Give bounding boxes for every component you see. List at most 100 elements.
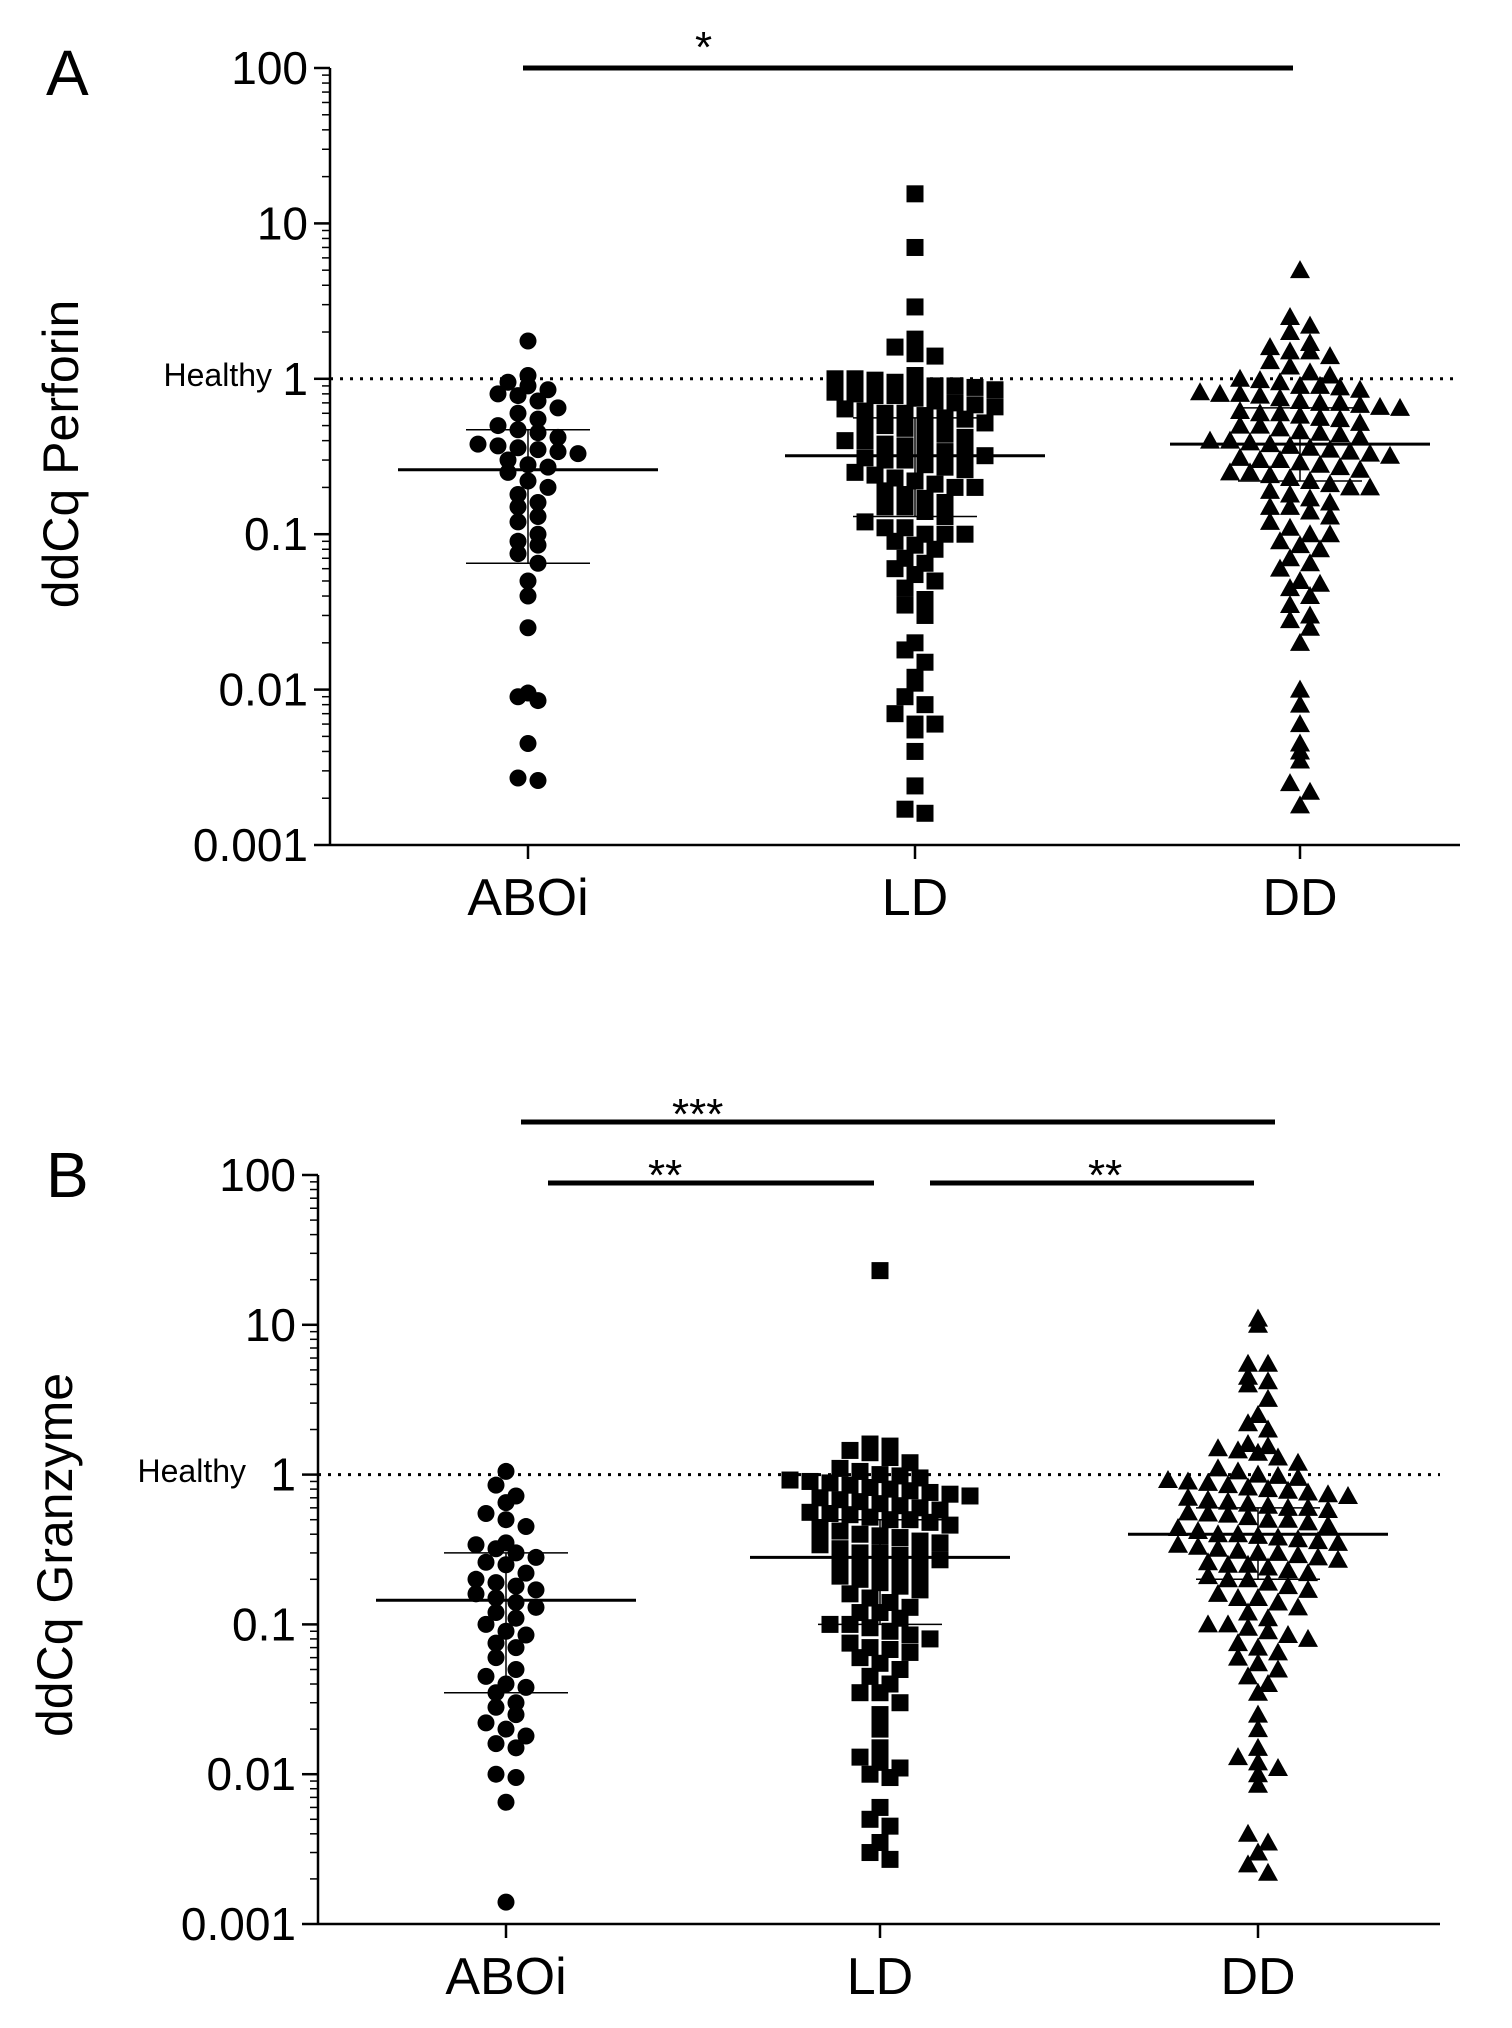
data-point-square	[896, 437, 914, 455]
y-tick-label: 0.001	[181, 1898, 296, 1950]
data-point-triangle	[1250, 415, 1270, 434]
data-point-triangle	[1238, 1617, 1258, 1636]
data-point-triangle	[1198, 1552, 1218, 1571]
data-point-square	[866, 466, 884, 484]
data-point-square	[811, 1536, 829, 1554]
data-point-circle	[487, 1735, 505, 1753]
data-point-triangle	[1228, 1588, 1248, 1607]
data-point-triangle	[1238, 1854, 1258, 1873]
data-point-circle	[469, 435, 487, 453]
data-point-circle	[477, 1667, 495, 1685]
data-point-circle	[497, 1494, 515, 1512]
data-point-circle	[569, 445, 587, 463]
data-point-triangle	[1268, 1542, 1288, 1561]
data-point-square	[851, 1684, 869, 1702]
data-point-square	[871, 1654, 889, 1672]
healthy-reference-label: Healthy	[138, 1453, 247, 1489]
data-point-triangle	[1188, 1521, 1208, 1540]
data-point-square	[876, 435, 894, 453]
data-point-triangle	[1238, 1666, 1258, 1685]
data-point-triangle	[1328, 1532, 1348, 1551]
data-point-circle	[517, 1678, 535, 1696]
data-point-triangle	[1230, 447, 1250, 466]
data-point-circle	[509, 404, 527, 422]
data-point-triangle	[1320, 492, 1340, 511]
data-point-circle	[509, 532, 527, 550]
data-point-circle	[507, 1609, 525, 1627]
data-point-triangle	[1310, 375, 1330, 394]
data-point-square	[916, 407, 934, 425]
data-point-triangle	[1230, 368, 1250, 387]
data-point-circle	[517, 1727, 535, 1745]
data-point-triangle	[1280, 467, 1300, 486]
data-point-square	[856, 417, 874, 435]
data-point-triangle	[1278, 1497, 1298, 1516]
data-point-triangle	[1310, 392, 1330, 411]
data-point-triangle	[1228, 1440, 1248, 1459]
data-point-triangle	[1268, 1592, 1288, 1611]
data-point-square	[886, 373, 904, 391]
data-point-circle	[529, 424, 547, 442]
data-point-square	[831, 1567, 849, 1585]
data-point-triangle	[1258, 1621, 1278, 1640]
data-point-triangle	[1218, 1614, 1238, 1633]
data-point-triangle	[1278, 1560, 1298, 1579]
data-point-square	[841, 1441, 859, 1459]
data-point-triangle	[1318, 1515, 1338, 1534]
data-point-triangle	[1270, 450, 1290, 469]
data-point-triangle	[1298, 1579, 1318, 1598]
data-point-triangle	[1260, 465, 1280, 484]
data-point-square	[801, 1503, 819, 1521]
data-point-triangle	[1290, 795, 1310, 814]
data-point-triangle	[1330, 377, 1350, 396]
data-point-square	[861, 1810, 879, 1828]
data-point-triangle	[1188, 1536, 1208, 1555]
data-point-square	[826, 383, 844, 401]
data-point-triangle	[1290, 260, 1310, 279]
data-point-square	[866, 371, 884, 389]
x-tick-label: DD	[1220, 1948, 1295, 2006]
data-point-triangle	[1308, 1531, 1328, 1550]
data-point-triangle	[1230, 415, 1250, 434]
data-point-square	[831, 1491, 849, 1509]
healthy-reference-label: Healthy	[164, 357, 273, 393]
data-point-circle	[499, 373, 517, 391]
data-point-square	[871, 1466, 889, 1484]
data-point-circle	[549, 443, 567, 461]
data-point-square	[886, 338, 904, 356]
data-point-square	[856, 513, 874, 531]
data-point-square	[886, 469, 904, 487]
data-point-triangle	[1290, 741, 1310, 760]
data-point-circle	[549, 399, 567, 417]
data-point-circle	[467, 1570, 485, 1588]
data-point-triangle	[1250, 370, 1270, 389]
data-point-square	[851, 1649, 869, 1667]
data-point-square	[831, 1459, 849, 1477]
data-point-triangle	[1268, 1757, 1288, 1776]
data-point-triangle	[1310, 454, 1330, 473]
data-point-triangle	[1258, 1479, 1278, 1498]
data-point-square	[956, 461, 974, 479]
data-point-circle	[487, 1574, 505, 1592]
data-point-triangle	[1350, 412, 1370, 431]
data-point-square	[931, 1551, 949, 1569]
data-point-square	[886, 532, 904, 550]
data-point-circle	[507, 1706, 525, 1724]
data-point-triangle	[1288, 1452, 1308, 1471]
data-point-triangle	[1228, 1633, 1248, 1652]
data-point-triangle	[1360, 443, 1380, 462]
data-point-square	[896, 641, 914, 659]
data-point-circle	[467, 1536, 485, 1554]
data-point-square	[906, 777, 924, 795]
data-point-triangle	[1238, 1413, 1258, 1432]
data-point-triangle	[1300, 501, 1320, 520]
data-point-square	[896, 800, 914, 818]
data-point-circle	[519, 587, 537, 605]
data-point-triangle	[1290, 390, 1310, 409]
y-axis-label: ddCq Perforin	[33, 300, 89, 609]
data-point-circle	[539, 458, 557, 476]
data-point-square	[966, 478, 984, 496]
data-point-triangle	[1258, 1495, 1278, 1514]
data-point-square	[851, 1570, 869, 1588]
data-point-triangle	[1290, 714, 1310, 733]
